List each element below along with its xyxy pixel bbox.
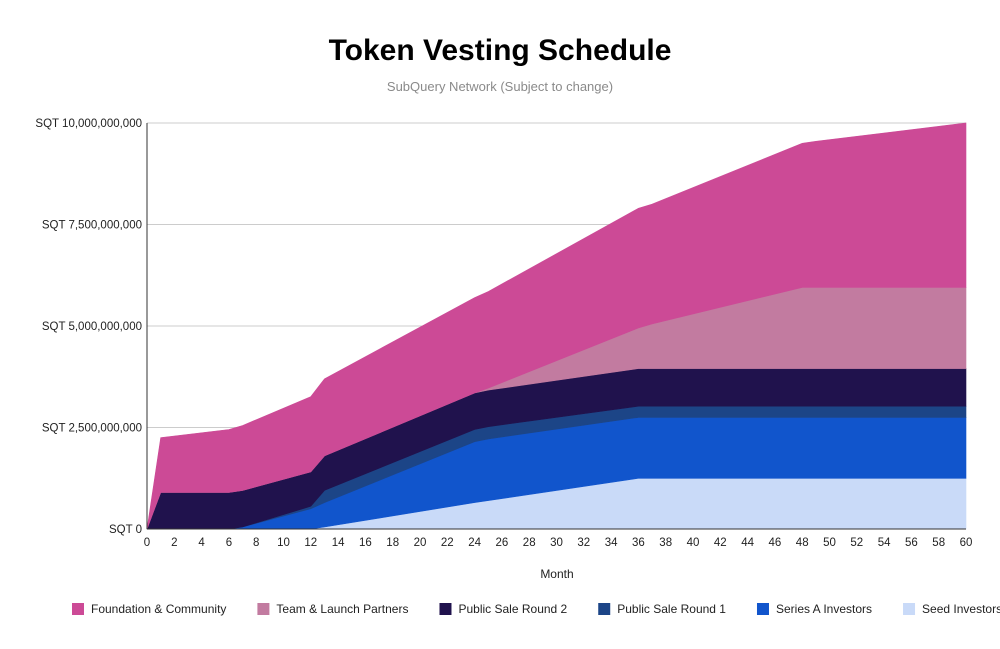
y-tick-label: SQT 0 — [109, 524, 142, 536]
x-tick-label: 28 — [523, 537, 536, 549]
legend-item: Public Sale Round 1 — [598, 602, 726, 616]
legend-item: Public Sale Round 2 — [439, 602, 568, 616]
y-tick-label: SQT 5,000,000,000 — [42, 321, 142, 333]
legend-item: Team & Launch Partners — [257, 602, 408, 616]
x-tick-label: 2 — [171, 537, 177, 549]
x-tick-labels: 0 2 4 6 8 10 12 14 16 18 20 22 24 26 28 30 32 34 36 38 40 42 4… — [144, 537, 973, 549]
legend-swatch — [756, 603, 769, 615]
x-tick-label: 52 — [850, 537, 863, 549]
y-tick-label: SQT 7,500,000,000 — [42, 220, 142, 232]
x-tick-label: 38 — [659, 537, 672, 549]
legend-label: Series A Investors — [776, 602, 872, 616]
legend-item: Seed Investors — [903, 602, 1000, 616]
x-tick-label: 14 — [332, 537, 345, 549]
legend-swatch — [598, 603, 611, 615]
x-tick-label: 48 — [796, 537, 809, 549]
stacked-areas — [146, 122, 967, 530]
legend-label: Team & Launch Partners — [276, 602, 408, 616]
legend-swatch — [439, 603, 452, 615]
legend-item: Foundation & Community — [72, 602, 226, 616]
legend-label: Foundation & Community — [91, 602, 226, 616]
x-tick-label: 16 — [359, 537, 372, 549]
x-tick-label: 12 — [304, 537, 317, 549]
legend-item: Series A Investors — [756, 602, 872, 616]
x-tick-label: 46 — [769, 537, 782, 549]
x-tick-label: 40 — [687, 537, 700, 549]
x-tick-label: 8 — [253, 537, 259, 549]
x-tick-label: 10 — [277, 537, 290, 549]
legend: Foundation & Community Team & Launch Part… — [72, 602, 1000, 616]
x-tick-label: 42 — [714, 537, 727, 549]
x-tick-label: 18 — [386, 537, 399, 549]
legend-label: Seed Investors — [922, 602, 1000, 616]
x-tick-label: 50 — [823, 537, 836, 549]
x-tick-label: 22 — [441, 537, 454, 549]
x-axis-label: Month — [540, 567, 573, 581]
chart-title: Token Vesting Schedule — [329, 34, 672, 67]
x-tick-label: 24 — [468, 537, 481, 549]
axes — [146, 123, 966, 530]
legend-swatch — [72, 603, 84, 615]
x-tick-label: 36 — [632, 537, 645, 549]
x-tick-label: 58 — [932, 537, 945, 549]
x-tick-label: 56 — [905, 537, 918, 549]
legend-swatch — [257, 603, 270, 615]
y-tick-label: SQT 10,000,000,000 — [35, 118, 142, 130]
x-tick-label: 34 — [605, 537, 618, 549]
x-tick-label: 4 — [198, 537, 205, 549]
y-tick-labels: SQT 0 SQT 2,500,000,000 SQT 5,000,000,000 S… — [35, 118, 142, 536]
x-tick-label: 0 — [144, 537, 150, 549]
x-tick-label: 60 — [960, 537, 973, 549]
x-tick-label: 44 — [741, 537, 754, 549]
x-tick-label: 26 — [496, 537, 509, 549]
x-tick-label: 20 — [414, 537, 427, 549]
x-tick-label: 6 — [226, 537, 232, 549]
legend-label: Public Sale Round 1 — [617, 602, 726, 616]
area-foundation-and-community — [146, 122, 967, 530]
y-tick-label: SQT 2,500,000,000 — [42, 423, 142, 435]
legend-label: Public Sale Round 2 — [458, 602, 567, 616]
legend-swatch — [903, 603, 916, 615]
chart-subtitle: SubQuery Network (Subject to change) — [387, 79, 613, 94]
x-tick-label: 54 — [878, 537, 891, 549]
x-tick-label: 30 — [550, 537, 563, 549]
x-tick-label: 32 — [577, 537, 590, 549]
